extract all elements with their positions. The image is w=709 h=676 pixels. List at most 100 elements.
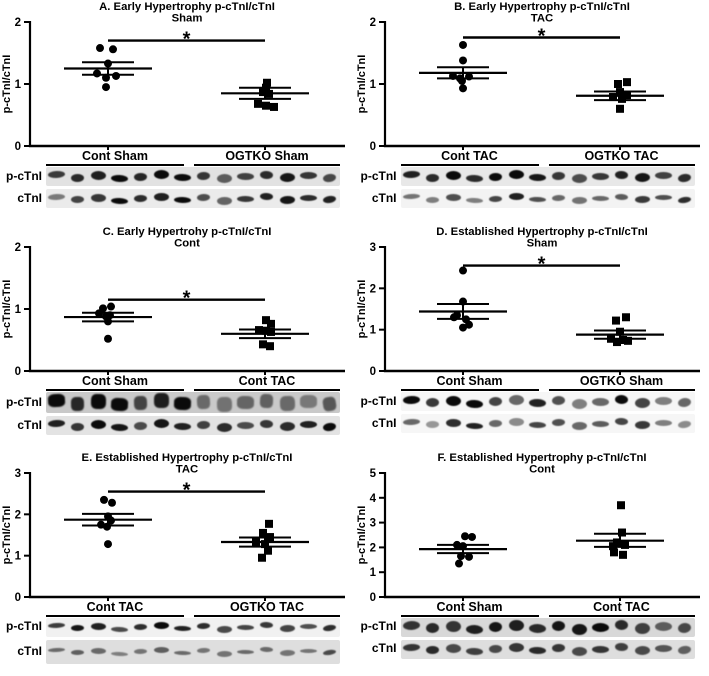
- data-point: [252, 538, 260, 547]
- panel-C: C. Early Hypertrohy p-cTnI/cTnI Cont p-cTn…: [0, 225, 355, 450]
- panel-subtitle: TAC: [176, 463, 198, 475]
- blot-band: [236, 649, 255, 654]
- blot-band: [528, 646, 546, 654]
- blot-lane: [485, 414, 506, 433]
- blot-lane: [506, 414, 527, 433]
- blot-lane: [401, 414, 422, 433]
- blot-lane: [506, 392, 527, 411]
- blot-band: [488, 195, 502, 202]
- data-point: [267, 320, 275, 329]
- blot-group-label: OGTKO Sham: [548, 375, 695, 392]
- blot-lane: [632, 392, 653, 411]
- blot-band: [571, 173, 587, 184]
- blot-row-label: cTnI: [371, 641, 397, 656]
- blot-band: [614, 170, 628, 179]
- blot-lane: [214, 416, 235, 435]
- blot-band: [322, 421, 337, 432]
- blot-lane: [130, 416, 151, 435]
- blot-band: [90, 170, 107, 181]
- blot-strip: [46, 189, 340, 208]
- blot-lane: [214, 167, 235, 186]
- blot-strip: [400, 167, 695, 186]
- blot-lane: [67, 392, 88, 413]
- blot-lane: [130, 189, 151, 208]
- data-point: [618, 336, 627, 345]
- y-tick-label: 3: [15, 468, 21, 480]
- blot-band: [614, 193, 628, 200]
- blot-group-label: Cont Sham: [400, 600, 539, 617]
- blot-group-label: Cont Sham: [400, 375, 539, 392]
- blot-lane: [464, 618, 485, 637]
- blot-lane: [298, 640, 319, 664]
- y-tick-label: 2: [15, 509, 21, 521]
- blot-band: [279, 172, 296, 183]
- y-tick-label: 1: [369, 567, 376, 579]
- blot-band: [236, 422, 255, 430]
- blot-lane: [109, 392, 130, 413]
- blot-lane: [548, 167, 569, 186]
- blot-lane: [422, 189, 443, 208]
- blot-row-label: p-cTnI: [360, 168, 397, 183]
- blot-band: [154, 192, 169, 201]
- blot-lane: [235, 618, 256, 637]
- blot-row-label: p-cTnI: [6, 168, 42, 183]
- blot-band: [676, 172, 692, 183]
- blot-band: [300, 623, 317, 629]
- blot-band: [133, 172, 148, 181]
- data-point: [623, 337, 632, 346]
- blot-lane: [88, 416, 109, 435]
- blot-band: [508, 170, 524, 179]
- blot-lane: [67, 189, 88, 208]
- y-tick-label: 2: [369, 17, 375, 29]
- y-tick-label: 2: [369, 284, 375, 296]
- blot-row-label: p-cTnI: [360, 393, 397, 408]
- data-point: [107, 516, 115, 525]
- blot-lane: [569, 640, 590, 659]
- y-axis-label: p-cTnI/cTnI: [1, 55, 13, 114]
- blot-band: [654, 419, 672, 426]
- data-point: [100, 495, 108, 504]
- blot-band: [571, 398, 587, 409]
- blot-lane: [653, 640, 674, 659]
- y-tick-label: 2: [15, 242, 21, 254]
- blot-lane: [151, 189, 172, 208]
- panel-A: A. Early Hypertrophy p-cTnI/cTnI Sham p-cT…: [0, 0, 355, 225]
- blot-band: [634, 397, 650, 409]
- blot-band: [259, 419, 274, 429]
- panel-E: E. Established Hypertrophy p-cTnI/cTnI TA…: [0, 451, 355, 676]
- blot-lane: [88, 618, 109, 637]
- blot-group-label: OGTKO TAC: [548, 150, 695, 166]
- blot-lane: [401, 640, 422, 659]
- blot-band: [300, 172, 317, 179]
- data-point: [464, 552, 473, 561]
- y-tick-label: 0: [15, 141, 21, 150]
- data-point: [606, 335, 615, 344]
- y-tick-label: 3: [369, 517, 375, 529]
- data-point: [104, 335, 112, 344]
- blot-band: [216, 196, 233, 205]
- blot-band: [154, 419, 169, 429]
- data-point: [96, 44, 104, 53]
- data-point: [457, 76, 466, 85]
- blot-strip: [46, 617, 340, 637]
- blot-lane: [256, 167, 277, 186]
- blot-band: [216, 397, 233, 413]
- blot-lane: [319, 416, 340, 435]
- blot-strip: [400, 414, 695, 434]
- blot-band: [591, 195, 609, 202]
- blot-band: [154, 393, 169, 409]
- blot-band: [216, 625, 233, 633]
- blot-band: [133, 194, 148, 203]
- data-point: [452, 540, 461, 549]
- blot-lane: [464, 640, 485, 659]
- blot-lane: [674, 414, 695, 433]
- data-point: [264, 546, 272, 555]
- blot-band: [528, 421, 546, 429]
- y-tick-label: 4: [369, 492, 376, 504]
- data-point: [258, 553, 266, 562]
- blot-lane: [653, 189, 674, 208]
